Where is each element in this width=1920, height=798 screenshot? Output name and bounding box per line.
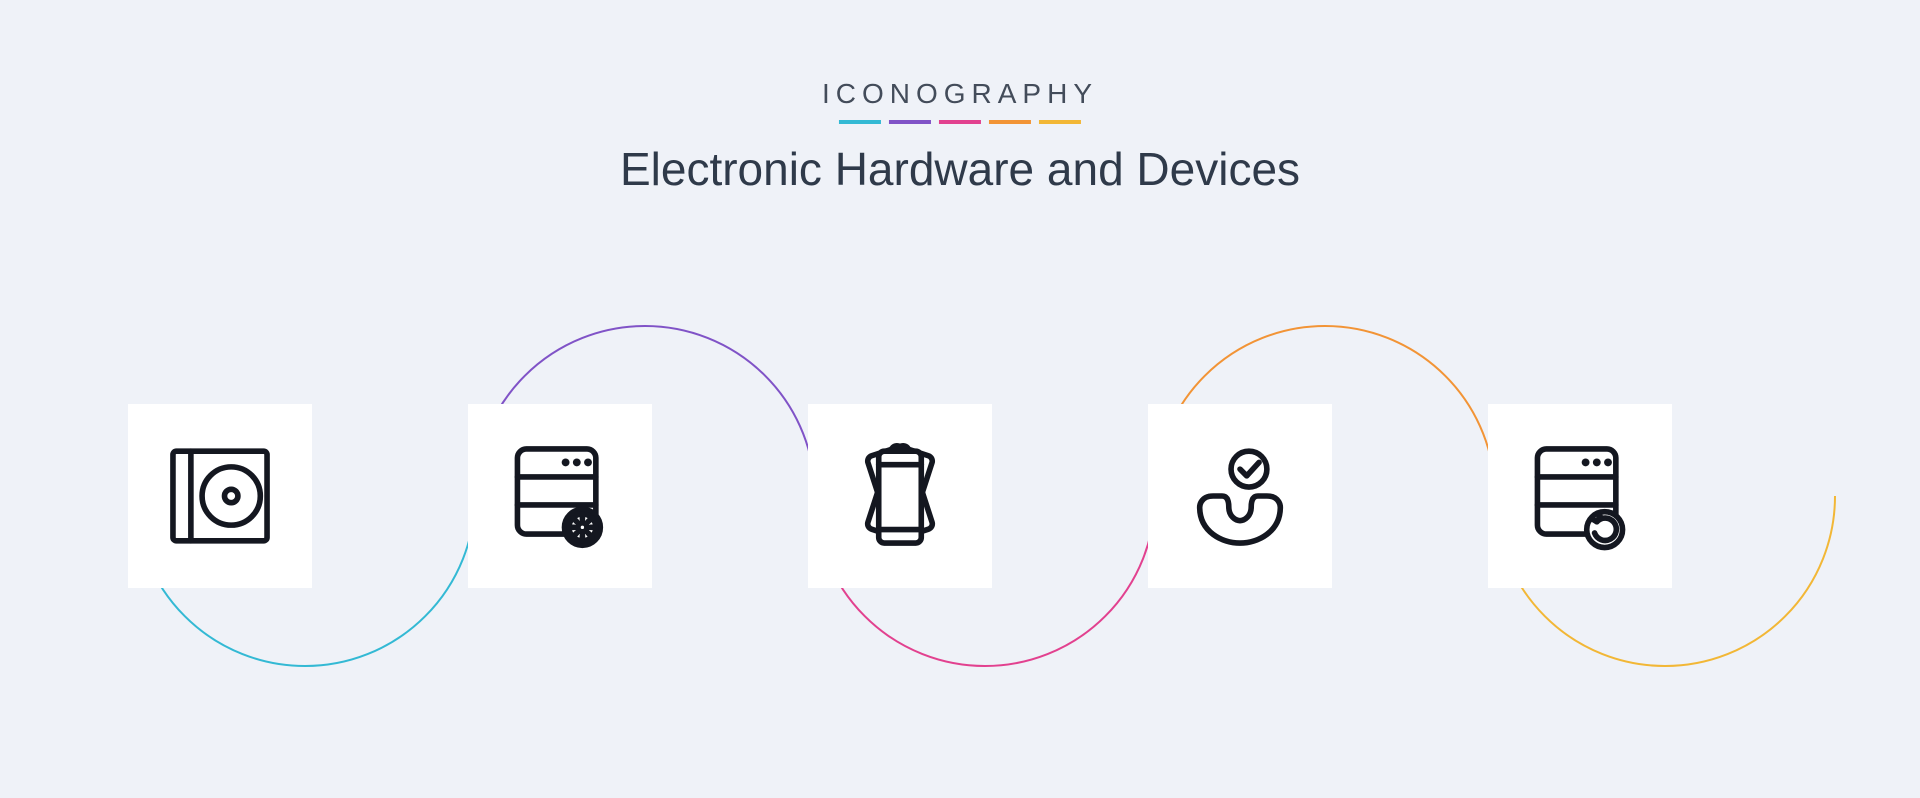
tile-server-settings — [468, 404, 652, 588]
underline-seg — [989, 120, 1031, 124]
underline-seg — [939, 120, 981, 124]
underline-seg — [889, 120, 931, 124]
call-accepted-icon — [1184, 440, 1296, 552]
brand-underline — [620, 120, 1300, 124]
underline-seg — [839, 120, 881, 124]
tile-call-accepted — [1148, 404, 1332, 588]
disc-case-icon — [164, 440, 276, 552]
phones-stack-icon — [844, 440, 956, 552]
tile-server-refresh — [1488, 404, 1672, 588]
tile-phones-stack — [808, 404, 992, 588]
page-title: Electronic Hardware and Devices — [620, 142, 1300, 196]
underline-seg — [1039, 120, 1081, 124]
tile-disc-case — [128, 404, 312, 588]
brand-label: ICONOGRAPHY — [620, 78, 1300, 110]
icon-row — [0, 404, 1920, 604]
server-refresh-icon — [1524, 440, 1636, 552]
server-settings-icon — [504, 440, 616, 552]
